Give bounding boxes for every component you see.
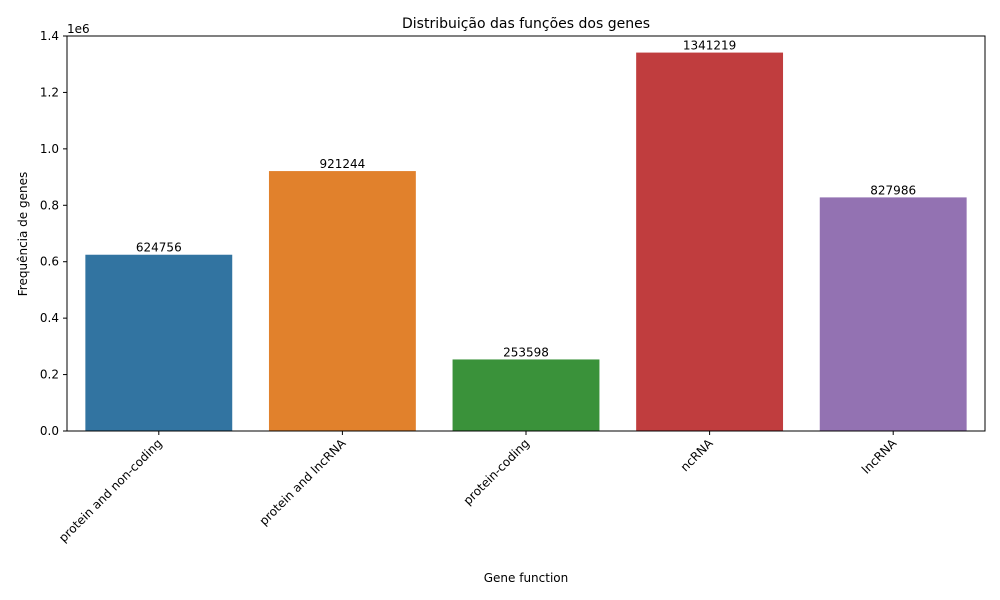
bar-0	[85, 254, 233, 431]
y-tick-label-6: 1.2	[40, 85, 59, 99]
y-tick-label-7: 1.4	[40, 29, 59, 43]
y-tick-label-0: 0.0	[40, 424, 59, 438]
bar-1	[268, 171, 416, 432]
bars-group	[85, 52, 967, 432]
x-tick-label-4: lncRNA	[859, 436, 900, 477]
bar-2	[452, 359, 600, 431]
y-axis-label: Frequência de genes	[16, 172, 30, 296]
y-tick-label-3: 0.6	[40, 255, 59, 269]
bar-value-label-2: 253598	[503, 345, 549, 359]
bar-value-label-4: 827986	[870, 183, 916, 197]
bar-3	[636, 52, 784, 431]
bar-value-label-0: 624756	[136, 241, 182, 255]
y-tick-label-4: 0.8	[40, 198, 59, 212]
x-tick-label-1: protein and lncRNA	[257, 436, 349, 528]
y-tick-label-1: 0.2	[40, 368, 59, 382]
x-tick-label-2: protein-coding	[461, 436, 532, 507]
bar-labels-group: 624756 921244 253598 1341219 827986	[136, 39, 916, 360]
y-tick-label-2: 0.4	[40, 311, 59, 325]
x-ticks-group: protein and non-coding protein and lncRNA…	[56, 431, 900, 545]
x-axis-label: Gene function	[484, 571, 569, 585]
y-ticks-group: 0.0 0.2 0.4 0.6 0.8 1.0 1.2 1.4	[40, 29, 67, 438]
y-tick-label-5: 1.0	[40, 142, 59, 156]
y-axis-offset-label: 1e6	[67, 22, 90, 36]
plot-frame	[66, 35, 986, 432]
bar-value-label-3: 1341219	[683, 39, 736, 53]
bar-value-label-1: 921244	[319, 157, 365, 171]
x-tick-label-3: ncRNA	[678, 436, 717, 475]
bar-4	[819, 197, 967, 431]
x-tick-label-0: protein and non-coding	[56, 436, 165, 545]
chart-title: Distribuição das funções dos genes	[402, 16, 650, 32]
